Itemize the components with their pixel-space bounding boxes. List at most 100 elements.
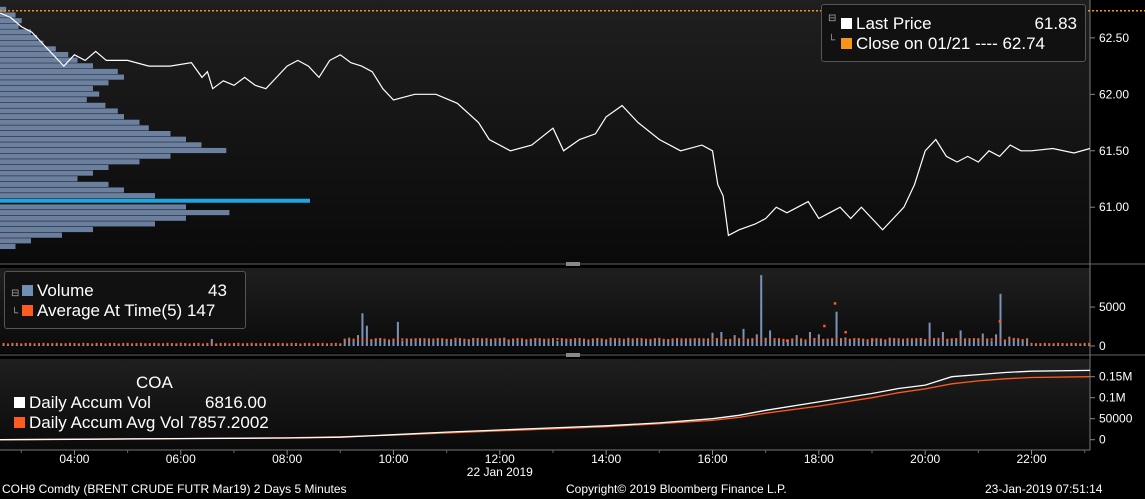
volume-bar	[308, 344, 311, 346]
average-dot	[937, 338, 940, 341]
average-dot	[1074, 342, 1077, 345]
average-dot	[924, 339, 927, 342]
volume-bar	[733, 335, 736, 346]
volume-bar	[427, 338, 430, 346]
volume-bar	[884, 339, 887, 346]
average-dot	[538, 338, 541, 341]
resize-handle[interactable]	[566, 353, 580, 357]
legend-item-close[interactable]: Close on 01/21 ---- 62.74	[841, 34, 1045, 54]
average-dot	[294, 342, 297, 345]
profile-bar	[0, 6, 7, 12]
profile-bar	[0, 12, 16, 18]
average-dot	[977, 338, 980, 341]
volume-bar	[995, 334, 998, 346]
average-dot	[1052, 343, 1055, 346]
volume-bar	[410, 338, 413, 346]
volume-bar	[445, 338, 448, 346]
volume-bar	[489, 338, 492, 346]
volume-bar	[866, 340, 869, 346]
volume-bar	[817, 334, 820, 346]
volume-bar	[622, 340, 625, 346]
average-dot	[343, 338, 346, 341]
average-dot	[999, 338, 1002, 341]
average-dot	[104, 343, 107, 346]
average-dot	[255, 343, 258, 346]
volume-bar	[157, 344, 160, 346]
legend-item-accum-avg[interactable]: Daily Accum Avg Vol 7857.2002	[14, 413, 269, 433]
average-dot	[622, 338, 625, 341]
average-dot	[250, 342, 253, 345]
average-dot	[671, 338, 674, 341]
orange-swatch-icon	[841, 38, 852, 50]
volume-bar	[131, 344, 134, 346]
average-dot	[144, 343, 147, 346]
average-dot	[591, 338, 594, 341]
volume-bar	[751, 338, 754, 346]
price-legend[interactable]: ⊟ └ Last Price 61.83 Close on 01/21 ----…	[821, 4, 1086, 62]
profile-bar	[0, 187, 124, 193]
volume-bar	[11, 343, 14, 346]
volume-bar	[1021, 340, 1024, 346]
volume-bar	[42, 344, 45, 346]
volume-bar	[1070, 344, 1073, 346]
volume-bar	[662, 339, 665, 346]
legend-label: Last Price	[856, 14, 932, 33]
volume-bar	[631, 339, 634, 346]
average-dot	[817, 338, 820, 341]
average-dot	[755, 337, 758, 340]
volume-legend[interactable]: ⊟ └ Volume 43 Average At Time(5) 147	[4, 271, 246, 329]
volume-bar	[857, 338, 860, 346]
volume-bar	[862, 338, 865, 346]
volume-bar	[848, 339, 851, 346]
profile-bar	[0, 232, 62, 238]
profile-bar	[0, 136, 186, 142]
accum-panel-bg	[0, 359, 1090, 450]
volume-bar	[729, 339, 732, 346]
volume-bar	[574, 339, 577, 346]
profile-bar	[0, 181, 109, 187]
volume-bar	[69, 343, 72, 346]
resize-handle[interactable]	[566, 262, 580, 266]
legend-item-average[interactable]: Average At Time(5) 147	[22, 301, 215, 321]
tree-branch-icon: └	[11, 308, 19, 319]
average-dot	[995, 338, 998, 341]
profile-bar	[0, 142, 202, 148]
volume-bar	[1061, 344, 1064, 346]
volume-bar	[396, 321, 399, 346]
legend-label: Daily Accum Avg Vol	[29, 413, 184, 432]
average-dot	[46, 343, 49, 346]
volume-bar	[609, 337, 612, 346]
average-dot	[574, 338, 577, 341]
average-dot	[1017, 338, 1020, 341]
average-dot	[388, 339, 391, 342]
volume-bar	[888, 337, 891, 346]
average-dot	[833, 302, 837, 305]
volume-bar	[15, 344, 18, 346]
average-dot	[15, 342, 18, 345]
volume-bar	[321, 344, 324, 346]
volume-bar	[640, 338, 643, 346]
tree-expander-icon[interactable]: ⊟	[828, 13, 837, 24]
average-dot	[972, 338, 975, 341]
average-dot	[481, 338, 484, 341]
average-dot	[1070, 342, 1073, 345]
volume-bar	[317, 344, 320, 346]
legend-item-last-price[interactable]: Last Price	[841, 14, 932, 34]
profile-bar	[0, 18, 22, 24]
volume-bar	[250, 344, 253, 346]
volume-bar	[454, 337, 457, 346]
volume-bar	[822, 338, 825, 346]
legend-item-volume[interactable]: Volume	[22, 281, 94, 301]
volume-bar	[769, 330, 772, 346]
average-dot	[352, 338, 355, 341]
volume-bar	[290, 343, 293, 346]
average-dot	[108, 342, 111, 345]
volume-bar	[2, 344, 5, 346]
legend-item-accum-vol[interactable]: Daily Accum Vol	[14, 393, 151, 413]
volume-bar	[1048, 344, 1051, 346]
average-dot	[1083, 342, 1086, 345]
tree-expander-icon[interactable]: ⊟	[11, 288, 20, 299]
volume-bar	[933, 338, 936, 346]
average-dot	[1079, 343, 1082, 346]
volume-bar	[432, 340, 435, 346]
